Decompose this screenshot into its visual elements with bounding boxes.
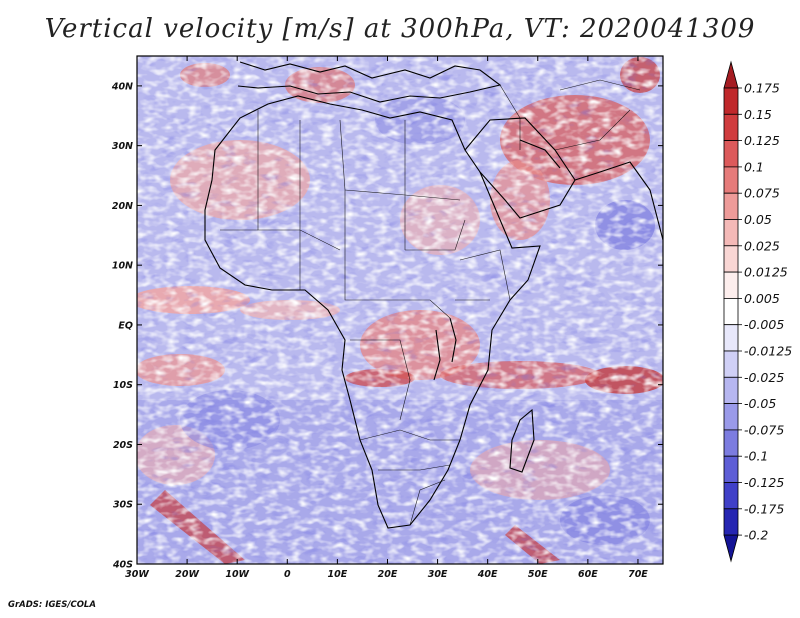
colorbar-box bbox=[723, 429, 739, 457]
x-axis-labels: 30W 20W 10W 0 10E 20E 30E 40E 50E 60E 70E bbox=[125, 569, 648, 580]
x-tick-label: 50E bbox=[528, 569, 548, 580]
x-tick-label: 10E bbox=[328, 569, 348, 580]
colorbar-label: 0.1 bbox=[744, 159, 764, 174]
x-tick-label: 40E bbox=[477, 569, 498, 580]
colorbar-label: 0.025 bbox=[744, 238, 780, 253]
colorbar-box bbox=[723, 140, 739, 168]
axis-ticks bbox=[136, 56, 663, 565]
y-tick-label: 20N bbox=[112, 201, 133, 212]
colorbar-box bbox=[723, 113, 739, 142]
country-borders bbox=[220, 79, 641, 526]
y-tick-label: 10N bbox=[112, 261, 133, 272]
colorbar-box bbox=[723, 482, 739, 510]
colorbar-label: -0.05 bbox=[744, 396, 776, 411]
colorbar-label: -0.005 bbox=[744, 317, 784, 332]
x-tick-label: 30E bbox=[428, 569, 448, 580]
colorbar-box bbox=[723, 219, 739, 247]
colorbar-label: 0.0125 bbox=[744, 265, 788, 280]
colorbar bbox=[723, 60, 742, 563]
colorbar-label: 0.075 bbox=[744, 186, 780, 201]
colorbar-label: 0.15 bbox=[744, 107, 772, 122]
colorbar-box bbox=[723, 87, 739, 115]
y-tick-label: 40N bbox=[111, 81, 133, 92]
colorbar-label: -0.025 bbox=[744, 370, 784, 385]
credit-text: GrADS: IGES/COLA bbox=[8, 600, 96, 610]
colorbar-label: 0.05 bbox=[744, 212, 772, 227]
x-tick-label: 30W bbox=[125, 569, 149, 580]
vertical-velocity-field bbox=[137, 56, 663, 564]
y-tick-label: EQ bbox=[118, 320, 133, 331]
colorbar-label: -0.075 bbox=[744, 422, 784, 437]
x-tick-label: 70E bbox=[628, 569, 648, 580]
colorbar-top-triangle bbox=[723, 60, 739, 89]
x-tick-label: 60E bbox=[578, 569, 598, 580]
x-tick-label: 20W bbox=[175, 569, 199, 580]
x-tick-label: 0 bbox=[284, 569, 291, 580]
colorbar-labels: 0.175 0.15 0.125 0.1 0.075 0.05 0.025 0.0125 0.0… bbox=[744, 81, 792, 543]
colorbar-box bbox=[723, 455, 739, 483]
colorbar-label: -0.1 bbox=[744, 449, 768, 464]
colorbar-box bbox=[723, 376, 739, 404]
colorbar-box bbox=[723, 403, 739, 431]
y-tick-label: 20S bbox=[113, 440, 133, 451]
colorbar-label: -0.0125 bbox=[744, 344, 792, 359]
y-tick-label: 30S bbox=[113, 500, 133, 511]
x-tick-label: 10W bbox=[225, 569, 249, 580]
colorbar-box bbox=[723, 192, 739, 220]
colorbar-label: 0.125 bbox=[744, 133, 780, 148]
colorbar-box bbox=[723, 508, 739, 536]
colorbar-box bbox=[723, 271, 739, 299]
colorbar-box bbox=[723, 245, 739, 273]
plot-frame bbox=[136, 55, 664, 565]
y-tick-label: 30N bbox=[112, 141, 133, 152]
map-title: Vertical velocity [m/s] at 300hPa, VT: 2… bbox=[44, 14, 756, 44]
y-tick-label: 10S bbox=[113, 380, 133, 391]
colorbar-label: 0.005 bbox=[744, 291, 780, 306]
y-tick-label: 40S bbox=[112, 560, 133, 571]
colorbar-box bbox=[723, 324, 739, 352]
colorbar-label: -0.175 bbox=[744, 501, 784, 516]
colorbar-box bbox=[723, 297, 739, 326]
colorbar-label: -0.125 bbox=[744, 475, 784, 490]
y-axis-labels: 40N 30N 20N 10N EQ 10S 20S 30S 40S bbox=[111, 81, 133, 570]
colorbar-box bbox=[723, 166, 739, 194]
x-tick-label: 20E bbox=[378, 569, 398, 580]
colorbar-label: 0.175 bbox=[744, 81, 780, 96]
colorbar-label: -0.2 bbox=[744, 528, 768, 543]
colorbar-bottom-triangle bbox=[723, 534, 739, 563]
colorbar-box bbox=[723, 350, 739, 378]
